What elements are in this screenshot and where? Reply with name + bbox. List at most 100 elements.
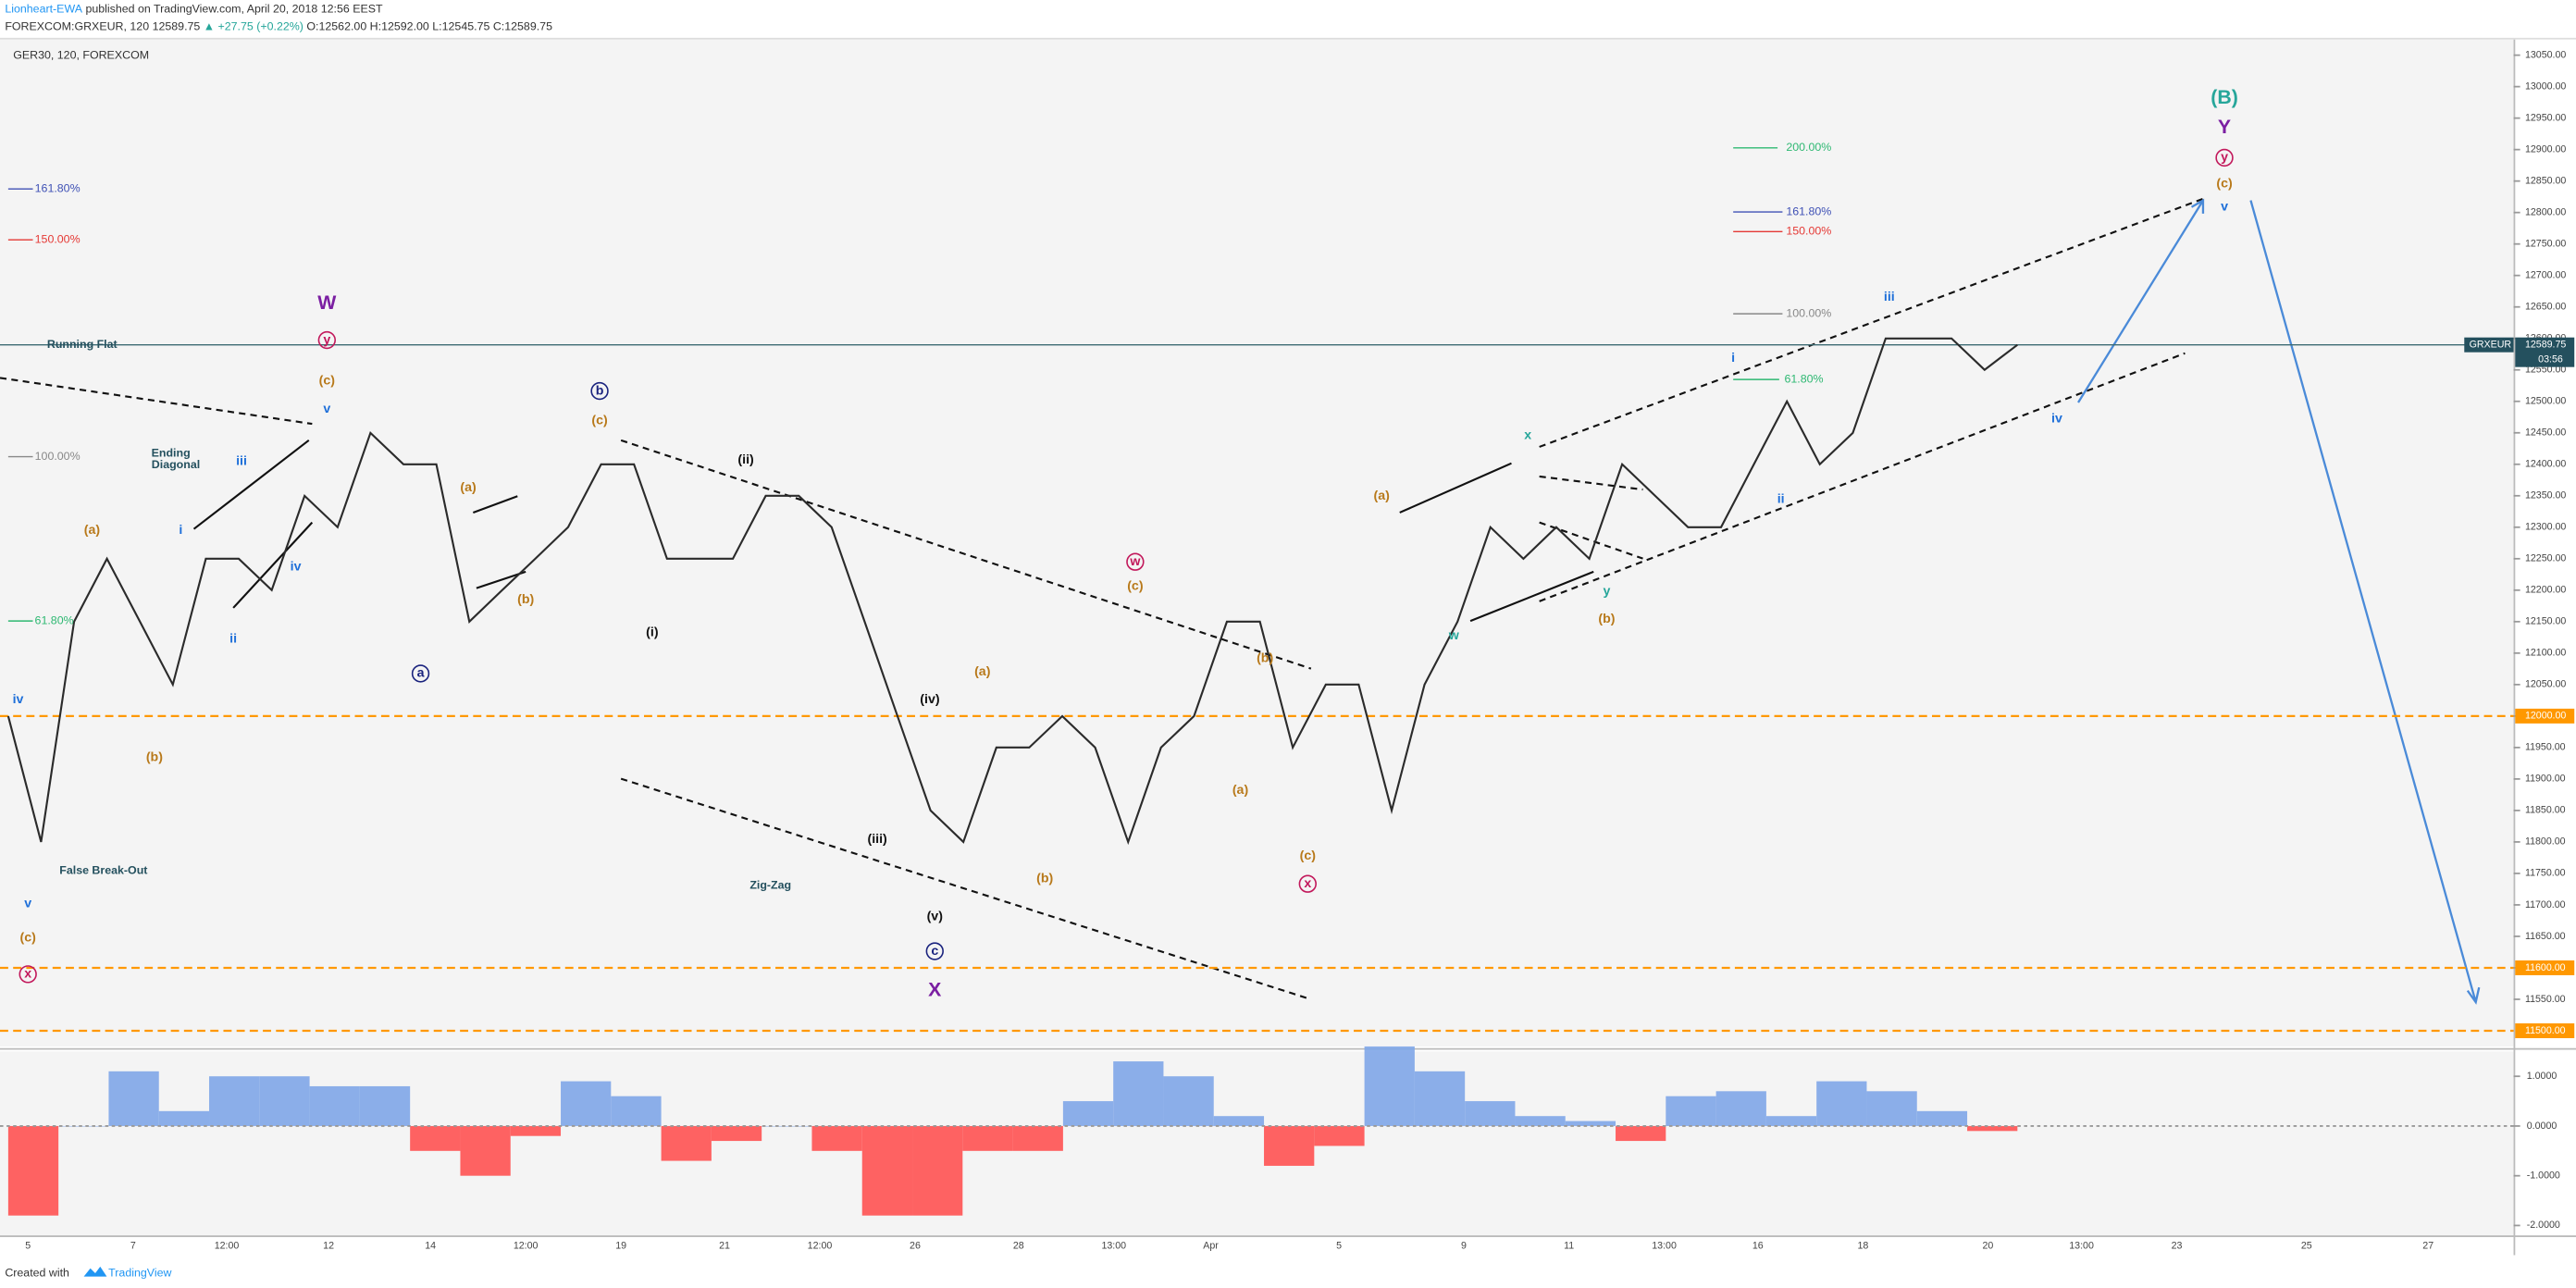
osc-bar [1816,1081,1867,1126]
level-label: 11500.00 [2525,1025,2566,1036]
osc-bar [1916,1110,1968,1126]
price-label: 12589.75 [2525,340,2566,351]
annotation: (b) [517,592,534,607]
osc-tick-label: 0.0000 [2527,1121,2557,1132]
y-tick-label: 12450.00 [2525,427,2566,439]
y-tick-label: 13000.00 [2525,80,2566,92]
osc-bar [611,1096,662,1126]
projection-arrow [2249,200,2477,1003]
wave-circle [19,965,37,984]
annotation: a [417,666,425,681]
y-tick-label: 11700.00 [2525,899,2566,910]
x-tick-label: 5 [25,1241,31,1252]
x-tick-label: 7 [130,1241,136,1252]
osc-bar [962,1125,1013,1151]
trend-line [1539,475,1643,491]
osc-bar [359,1085,411,1126]
annotation: Y [2218,116,2231,138]
annotation: ii [229,631,237,646]
x-tick-label: 14 [425,1241,436,1252]
annotation: (c) [591,413,608,427]
trend-line [620,777,1310,1000]
y-tick-label: 11850.00 [2525,805,2566,816]
wave-circle [1298,874,1317,893]
osc-bar [209,1076,260,1126]
wave-circle [590,381,609,401]
annotation: False Break-Out [59,863,147,876]
symbol-tag [2464,337,2514,353]
y-tick-label: 13050.00 [2525,49,2566,60]
annotation: W [317,291,337,314]
price-pane [0,39,2514,1046]
osc-bar [711,1125,762,1142]
y-tick-label: 12850.00 [2525,175,2566,186]
osc-tick-label: -1.0000 [2527,1170,2560,1182]
wedge-lines [192,439,1594,623]
x-tick-label: 13:00 [1652,1241,1677,1252]
header-line[interactable]: Lionheart-EWA published on TradingView.c… [5,3,383,16]
author[interactable]: Lionheart-EWA [5,3,82,16]
osc-bar [1213,1116,1265,1126]
osc-bar [460,1125,511,1176]
annotation: Ending [152,446,191,459]
x-tick-label: 11 [1564,1241,1574,1252]
footer-created: Created with [5,1266,69,1279]
x-tick-label: Apr [1203,1241,1219,1252]
y-tick-label: 12950.00 [2525,112,2566,123]
annotation: w [1448,628,1460,643]
annotation: (b) [1598,612,1615,626]
osc-bar [309,1085,360,1126]
osc-bar [510,1125,562,1136]
symbol-label: GRXEUR [2470,340,2512,351]
wedge-line [472,495,518,514]
osc-bar [1565,1121,1616,1126]
y-tick-label: 12150.00 [2525,616,2566,627]
ohlc: O:12562.00 H:12592.00 L:12545.75 C:12589… [306,20,552,33]
x-tick-label: 12:00 [514,1241,539,1252]
y-tick-label: 12750.00 [2525,239,2566,250]
wave-circle [317,330,337,350]
last-price: 12589.75 [153,20,201,33]
y-tick-label: 12650.00 [2525,302,2566,313]
annotation: i [1731,351,1735,365]
y-tick-label: 12200.00 [2525,585,2566,596]
x-tick-label: 12:00 [808,1241,833,1252]
projection-arrows [2077,198,2481,1005]
osc-bar [1715,1091,1766,1126]
y-tick-label: 11650.00 [2525,931,2566,942]
osc-bar [1062,1101,1114,1126]
osc-bar [861,1125,913,1216]
annotation: (c) [319,374,336,389]
x-tick-label: 16 [1752,1241,1764,1252]
osc-bar [410,1125,461,1151]
osc-bar [811,1125,862,1151]
price-tag [2515,337,2575,367]
osc-tick-label: 1.0000 [2527,1071,2557,1082]
x-tick-label: 25 [2301,1241,2312,1252]
x-tick-label: 9 [1461,1241,1467,1252]
osc-bar [1264,1125,1315,1166]
x-tick-label: 21 [719,1241,730,1252]
footer-brand[interactable]: TradingView [108,1266,171,1279]
y-tick-label: 11550.00 [2525,994,2566,1005]
annotation: b [596,383,604,398]
countdown-label: 03:56 [2538,353,2563,365]
x-tick-label: 27 [2422,1241,2434,1252]
annotation: x [1524,427,1531,442]
annotation: Zig-Zag [749,878,791,891]
annotation: (c) [20,931,37,946]
trend-lines [0,197,2204,1000]
annotation: v [323,402,330,416]
annotation: y [323,332,330,347]
osc-bar [7,1125,59,1216]
annotation: (iii) [867,832,887,847]
y-tick-label: 12100.00 [2525,648,2566,659]
annotation: (c) [1300,848,1317,863]
osc-bar [58,1125,109,1127]
x-tick-label: 26 [910,1241,921,1252]
osc-tick-label: -2.0000 [2527,1220,2560,1231]
osc-bar [1515,1116,1566,1126]
wave-circle [2215,148,2234,167]
